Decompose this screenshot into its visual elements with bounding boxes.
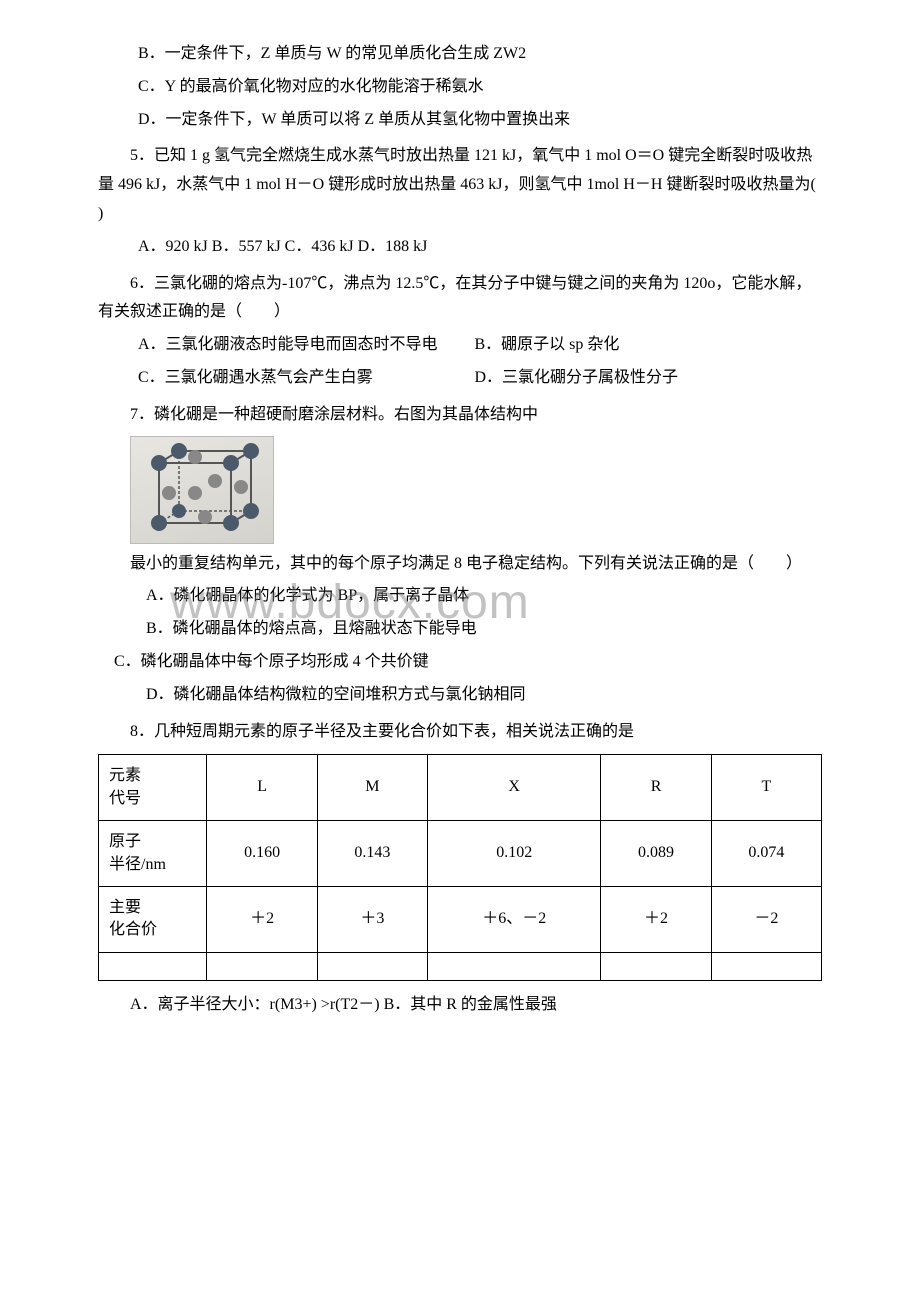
q4-option-c: C．Y 的最高价氧化物对应的水化物能溶于稀氨水 bbox=[98, 73, 822, 102]
q4-option-d: D．一定条件下，W 单质可以将 Z 单质从其氢化物中置换出来 bbox=[98, 106, 822, 135]
table-col-L: L bbox=[207, 755, 317, 821]
empty-X bbox=[428, 952, 601, 980]
empty-R bbox=[601, 952, 711, 980]
valence-X: ＋6、－2 bbox=[428, 886, 601, 952]
table-col-X: X bbox=[428, 755, 601, 821]
radius-L: 0.160 bbox=[207, 821, 317, 887]
q7-stem-part1: 7．磷化硼是一种超硬耐磨涂层材料。右图为其晶体结构中 bbox=[98, 401, 822, 430]
q6-stem: 6．三氯化硼的熔点为-107℃，沸点为 12.5℃，在其分子中键与键之间的夹角为… bbox=[98, 270, 822, 328]
q4-option-b: B．一定条件下，Z 单质与 W 的常见单质化合生成 ZW2 bbox=[98, 40, 822, 69]
q5-stem: 5．已知 1 g 氢气完全燃烧生成水蒸气时放出热量 121 kJ，氧气中 1 m… bbox=[98, 142, 822, 228]
empty-M bbox=[317, 952, 427, 980]
valence-M: ＋3 bbox=[317, 886, 427, 952]
table-row-radius-label: 原子半径/nm bbox=[99, 821, 207, 887]
q5-options: A．920 kJ B．557 kJ C．436 kJ D．188 kJ bbox=[98, 233, 822, 262]
valence-L: ＋2 bbox=[207, 886, 317, 952]
valence-T: －2 bbox=[711, 886, 821, 952]
radius-T: 0.074 bbox=[711, 821, 821, 887]
empty-L bbox=[207, 952, 317, 980]
q8-option-a: A．离子半径大小：r(M3+) >r(T2－) B．其中 R 的金属性最强 bbox=[98, 991, 822, 1020]
q6-option-b: B．硼原子以 sp 杂化 bbox=[474, 331, 619, 360]
valence-R: ＋2 bbox=[601, 886, 711, 952]
crystal-structure-image bbox=[130, 436, 274, 544]
q6-option-c: C．三氯化硼遇水蒸气会产生白雾 bbox=[98, 364, 474, 393]
q7-stem-part2: 最小的重复结构单元，其中的每个原子均满足 8 电子稳定结构。下列有关说法正确的是… bbox=[98, 550, 822, 579]
table-row-valence-label: 主要化合价 bbox=[99, 886, 207, 952]
q7-option-b: B．磷化硼晶体的熔点高，且熔融状态下能导电 bbox=[98, 615, 822, 644]
q8-stem: 8．几种短周期元素的原子半径及主要化合价如下表，相关说法正确的是 bbox=[98, 718, 822, 747]
q7-option-a: A．磷化硼晶体的化学式为 BP，属于离子晶体 bbox=[98, 582, 822, 611]
radius-R: 0.089 bbox=[601, 821, 711, 887]
q7-option-d: D．磷化硼晶体结构微粒的空间堆积方式与氯化钠相同 bbox=[98, 681, 822, 710]
q6-option-a: A．三氯化硼液态时能导电而固态时不导电 bbox=[98, 331, 474, 360]
radius-M: 0.143 bbox=[317, 821, 427, 887]
table-col-T: T bbox=[711, 755, 821, 821]
q8-table: 元素代号 L M X R T 原子半径/nm 0.160 0.143 0.102… bbox=[98, 754, 822, 980]
q6-option-d: D．三氯化硼分子属极性分子 bbox=[474, 364, 678, 393]
q7-option-c: C．磷化硼晶体中每个原子均形成 4 个共价键 bbox=[114, 648, 822, 677]
table-col-M: M bbox=[317, 755, 427, 821]
table-col-R: R bbox=[601, 755, 711, 821]
table-empty-header bbox=[99, 952, 207, 980]
radius-X: 0.102 bbox=[428, 821, 601, 887]
table-header-element: 元素代号 bbox=[99, 755, 207, 821]
empty-T bbox=[711, 952, 821, 980]
